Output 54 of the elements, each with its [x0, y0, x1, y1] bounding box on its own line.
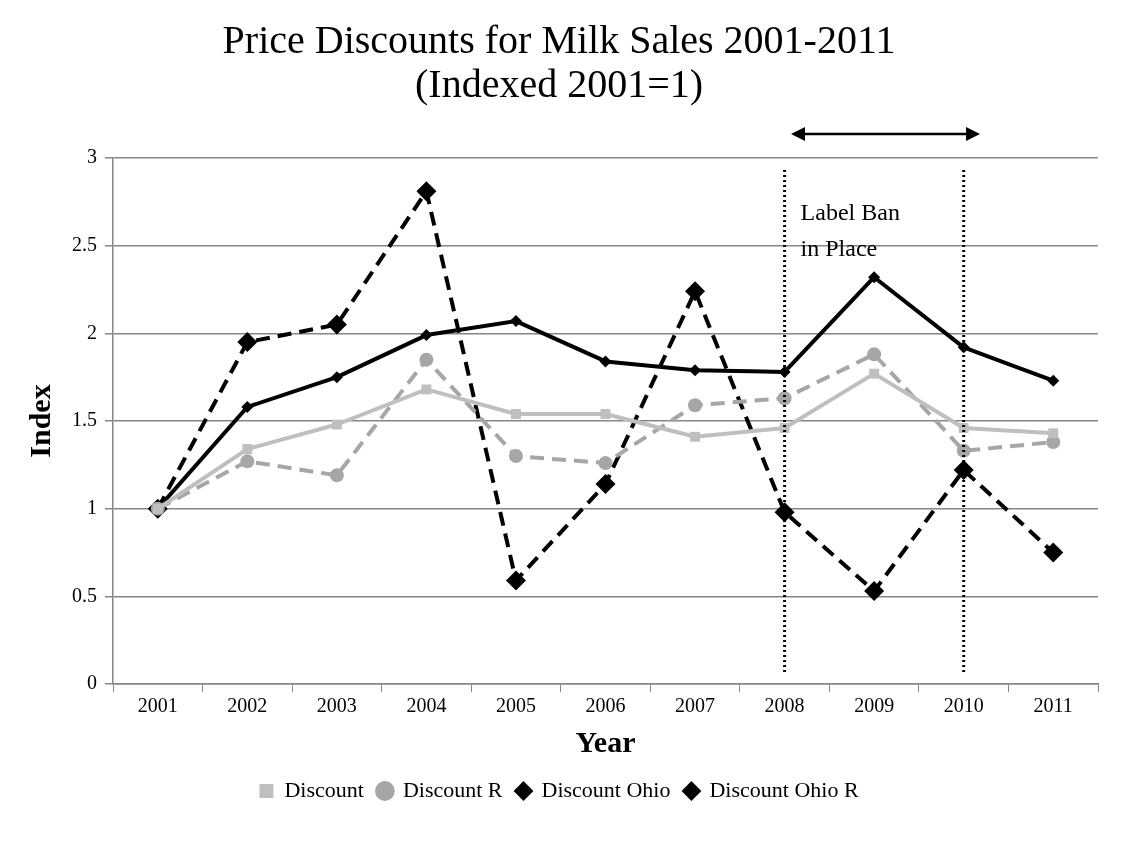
- point: [1043, 542, 1064, 563]
- point: [864, 581, 885, 602]
- annotation: Label Ban in Place: [800, 199, 900, 262]
- point: [419, 352, 434, 367]
- x-tick-label: 2010: [943, 694, 984, 717]
- point: [867, 347, 882, 362]
- x-tick-label: 2009: [854, 694, 895, 717]
- x-tick-label: 2002: [227, 694, 268, 717]
- point: [326, 314, 347, 335]
- point: [237, 332, 258, 353]
- chart-title: Price Discounts for Milk Sales 2001-2011 (Indexed 2001=1): [222, 16, 896, 106]
- legend-label: Discount R: [402, 776, 503, 802]
- point: [505, 570, 526, 591]
- point: [685, 281, 706, 302]
- point: [511, 409, 521, 419]
- point: [331, 419, 342, 430]
- point: [420, 329, 433, 342]
- x-tick-label: 2004: [406, 694, 447, 717]
- point: [508, 449, 523, 464]
- point: [241, 400, 254, 413]
- y-axis-title: Index: [22, 384, 56, 458]
- point: [869, 368, 880, 379]
- point: [329, 468, 344, 483]
- x-tick-label: 2007: [675, 694, 716, 717]
- point: [595, 474, 616, 495]
- point: [1048, 428, 1059, 439]
- x-axis-title: Year: [575, 724, 636, 758]
- point: [868, 271, 881, 284]
- legend-label: Discount: [284, 776, 364, 802]
- point: [416, 181, 437, 202]
- point: [1047, 374, 1060, 387]
- y-tick-label: 3: [87, 145, 97, 168]
- y-tick-label: 2.5: [72, 232, 97, 255]
- point: [688, 398, 703, 413]
- x-tick-label: 2003: [316, 694, 357, 717]
- x-tick-label: 2011: [1033, 694, 1073, 717]
- x-tick-label: 2008: [764, 694, 805, 717]
- point: [240, 454, 255, 469]
- x-tick-label: 2005: [495, 694, 536, 717]
- x-tick-label: 2006: [585, 694, 626, 717]
- y-tick-label: 1: [87, 495, 97, 518]
- x-tick-label: 2001: [137, 694, 178, 717]
- point: [330, 371, 343, 384]
- y-tick-label: 2: [87, 320, 97, 343]
- legend-label: Discount Ohio R: [709, 776, 859, 802]
- point: [421, 384, 432, 395]
- point: [690, 431, 700, 442]
- point: [242, 444, 253, 454]
- y-tick-label: 0: [87, 671, 97, 694]
- point: [598, 456, 613, 471]
- point: [600, 409, 611, 419]
- legend-label: Discount Ohio: [541, 776, 671, 802]
- y-tick-label: 0.5: [72, 583, 97, 606]
- y-tick-label: 1.5: [72, 408, 97, 431]
